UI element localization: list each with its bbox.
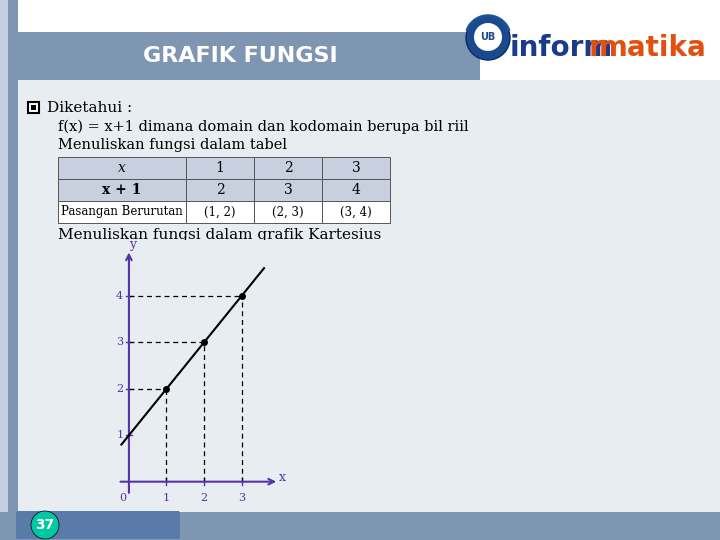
Bar xyxy=(322,201,390,223)
Bar xyxy=(186,157,254,179)
Bar xyxy=(322,179,390,201)
Text: x: x xyxy=(118,161,126,175)
Bar xyxy=(58,201,186,223)
Bar xyxy=(186,179,254,201)
Bar xyxy=(58,179,186,201)
Text: 0: 0 xyxy=(120,494,127,503)
Bar xyxy=(186,201,254,223)
Text: 3: 3 xyxy=(116,338,123,347)
Bar xyxy=(18,32,480,80)
Text: Pasangan Berurutan: Pasangan Berurutan xyxy=(61,206,183,219)
Text: f(x) = x+1 dimana domain dan kodomain berupa bil riil: f(x) = x+1 dimana domain dan kodomain be… xyxy=(58,120,469,134)
Text: x: x xyxy=(279,470,287,483)
Text: GRAFIK FUNGSI: GRAFIK FUNGSI xyxy=(143,46,337,66)
Text: 37: 37 xyxy=(35,518,55,532)
Text: r: r xyxy=(589,34,603,62)
Text: Diketahui :: Diketahui : xyxy=(47,101,132,115)
Text: 3: 3 xyxy=(351,161,361,175)
Text: 1: 1 xyxy=(215,161,225,175)
Bar xyxy=(31,105,36,110)
Bar xyxy=(0,0,8,540)
Text: 4: 4 xyxy=(351,183,361,197)
Text: matika: matika xyxy=(599,34,707,62)
Text: (3, 4): (3, 4) xyxy=(340,206,372,219)
Bar xyxy=(322,157,390,179)
Text: UB: UB xyxy=(480,32,495,42)
Text: x + 1: x + 1 xyxy=(102,183,142,197)
Bar xyxy=(58,157,186,179)
Circle shape xyxy=(31,511,59,539)
Text: 1: 1 xyxy=(163,494,170,503)
Text: 3: 3 xyxy=(238,494,245,503)
Text: Menuliskan fungsi dalam grafik Kartesius: Menuliskan fungsi dalam grafik Kartesius xyxy=(58,228,382,242)
Circle shape xyxy=(474,23,502,51)
Text: Menuliskan fungsi dalam tabel: Menuliskan fungsi dalam tabel xyxy=(58,138,287,152)
Bar xyxy=(254,157,322,179)
Text: 2: 2 xyxy=(215,183,225,197)
Text: 2: 2 xyxy=(116,384,123,394)
Bar xyxy=(0,512,720,540)
Text: 3: 3 xyxy=(284,183,292,197)
Bar xyxy=(254,201,322,223)
FancyBboxPatch shape xyxy=(16,511,180,539)
Text: (1, 2): (1, 2) xyxy=(204,206,235,219)
Text: y: y xyxy=(129,239,136,252)
Bar xyxy=(28,102,39,113)
Text: 1: 1 xyxy=(116,430,123,440)
Text: inform: inform xyxy=(510,34,613,62)
Circle shape xyxy=(466,16,510,60)
Bar xyxy=(18,80,720,512)
Bar xyxy=(8,0,18,540)
Text: (2, 3): (2, 3) xyxy=(272,206,304,219)
Text: 4: 4 xyxy=(116,291,123,301)
Bar xyxy=(254,179,322,201)
Text: 2: 2 xyxy=(200,494,207,503)
Text: 2: 2 xyxy=(284,161,292,175)
